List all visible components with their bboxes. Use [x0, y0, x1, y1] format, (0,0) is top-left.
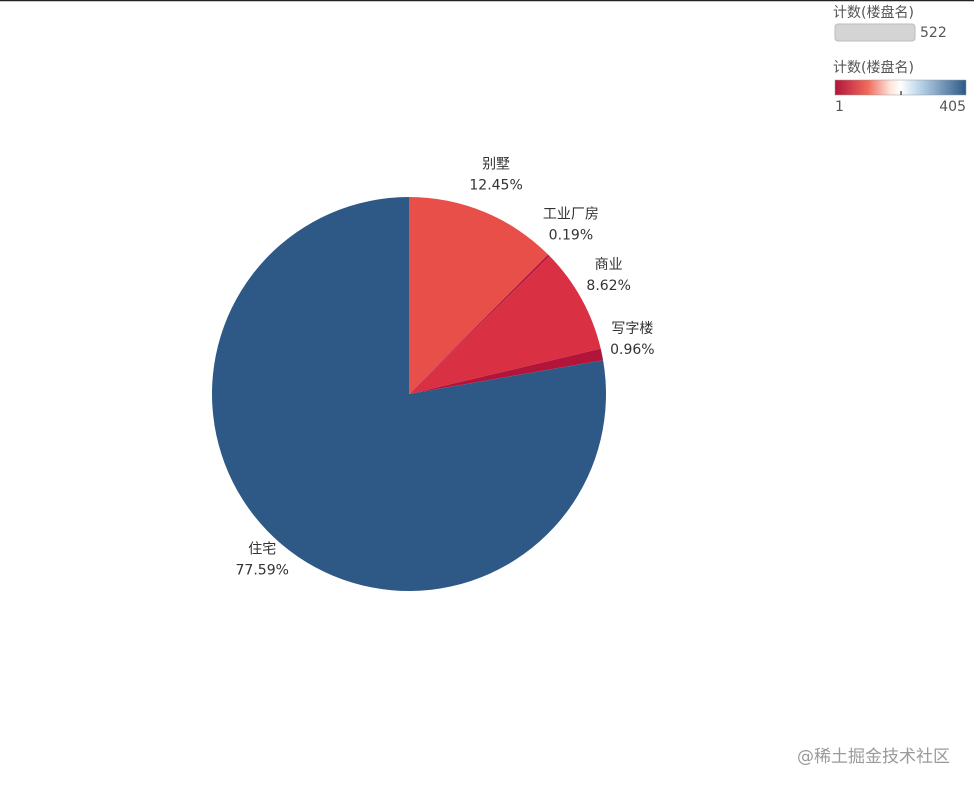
slice-value-label: 12.45%	[469, 177, 522, 193]
slice-value-label: 77.59%	[236, 562, 289, 578]
color-legend-title: 计数(楼盘名)	[833, 59, 914, 76]
slice-value-label: 0.96%	[610, 342, 654, 358]
slice-value-label: 0.19%	[549, 227, 593, 243]
slice-label: 工业厂房	[543, 206, 599, 222]
size-legend-swatch	[834, 23, 916, 42]
pie-slice	[409, 348, 604, 394]
pie-slice	[409, 256, 601, 394]
legends: 计数(楼盘名) 522 计数(楼盘名) 1 405	[833, 4, 967, 115]
watermark: @稀土掘金技术社区	[797, 747, 950, 767]
pie-slice	[212, 197, 606, 591]
slice-label: 别墅	[482, 156, 510, 172]
slice-value-label: 8.62%	[586, 278, 630, 294]
color-legend-min: 1	[835, 99, 844, 115]
slice-label: 住宅	[248, 541, 276, 557]
color-legend-max: 405	[939, 99, 966, 115]
slice-label: 商业	[595, 257, 623, 273]
pie-slice	[409, 254, 550, 394]
size-legend-title: 计数(楼盘名)	[833, 4, 914, 21]
size-legend-max: 522	[920, 25, 947, 41]
slice-label: 写字楼	[611, 321, 653, 337]
pie-slice	[409, 197, 549, 394]
